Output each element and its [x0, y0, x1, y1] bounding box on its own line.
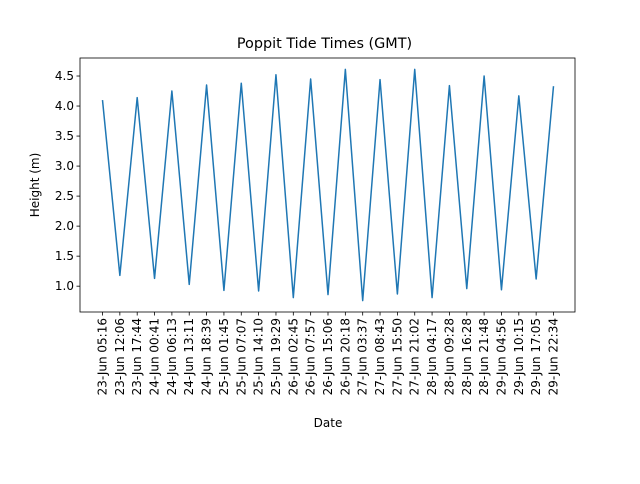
x-tick-label: 23-Jun 05:16 [96, 318, 110, 395]
x-tick-label: 23-Jun 17:44 [130, 318, 144, 395]
y-tick-label: 3.5 [55, 129, 74, 143]
x-tick-label: 24-Jun 13:11 [182, 318, 196, 395]
x-tick-label: 29-Jun 04:56 [494, 318, 508, 395]
x-tick-label: 26-Jun 02:45 [286, 318, 300, 395]
x-tick-label: 23-Jun 12:06 [113, 318, 127, 395]
x-tick-label: 27-Jun 03:37 [356, 318, 370, 395]
x-tick-label: 25-Jun 01:45 [217, 318, 231, 395]
x-tick-label: 25-Jun 19:29 [269, 318, 283, 395]
x-tick-label: 28-Jun 04:17 [425, 318, 439, 395]
x-axis-label: Date [314, 416, 343, 430]
x-axis: 23-Jun 05:16 23-Jun 12:06 23-Jun 17:44 24-J… [96, 312, 561, 395]
x-tick-label: 27-Jun 08:43 [373, 318, 387, 395]
x-tick-label: 29-Jun 17:05 [529, 318, 543, 395]
x-tick-label: 27-Jun 21:02 [408, 318, 422, 395]
chart-title: Poppit Tide Times (GMT) [237, 36, 412, 52]
x-tick-label: 26-Jun 07:57 [304, 318, 318, 395]
series-line [101, 68, 555, 302]
x-tick-label: 29-Jun 22:34 [547, 318, 561, 395]
y-tick-label: 1.5 [55, 249, 74, 263]
y-tick-label: 2.0 [55, 219, 74, 233]
x-tick-label: 28-Jun 21:48 [477, 318, 491, 395]
x-tick-label: 26-Jun 20:18 [338, 318, 352, 395]
y-tick-label: 4.0 [55, 99, 74, 113]
y-tick-label: 3.0 [55, 159, 74, 173]
y-axis-label: Height (m) [28, 153, 42, 218]
x-tick-label: 24-Jun 18:39 [200, 318, 214, 395]
x-tick-label: 25-Jun 07:07 [234, 318, 248, 395]
y-tick-label: 4.5 [55, 69, 74, 83]
x-tick-label: 29-Jun 10:15 [512, 318, 526, 395]
y-tick-label: 1.0 [55, 279, 74, 293]
plot-frame [79, 57, 576, 313]
x-tick-label: 24-Jun 00:41 [148, 318, 162, 395]
x-tick-label: 25-Jun 14:10 [252, 318, 266, 395]
y-tick-label: 2.5 [55, 189, 74, 203]
y-axis: 1.0 1.5 2.0 2.5 3.0 3.5 4.0 4.5 [55, 69, 80, 293]
x-tick-label: 24-Jun 06:13 [165, 318, 179, 395]
x-tick-label: 28-Jun 09:28 [442, 318, 456, 395]
x-tick-label: 27-Jun 15:50 [390, 318, 404, 395]
x-tick-label: 26-Jun 15:06 [321, 318, 335, 395]
x-tick-label: 28-Jun 16:28 [460, 318, 474, 395]
